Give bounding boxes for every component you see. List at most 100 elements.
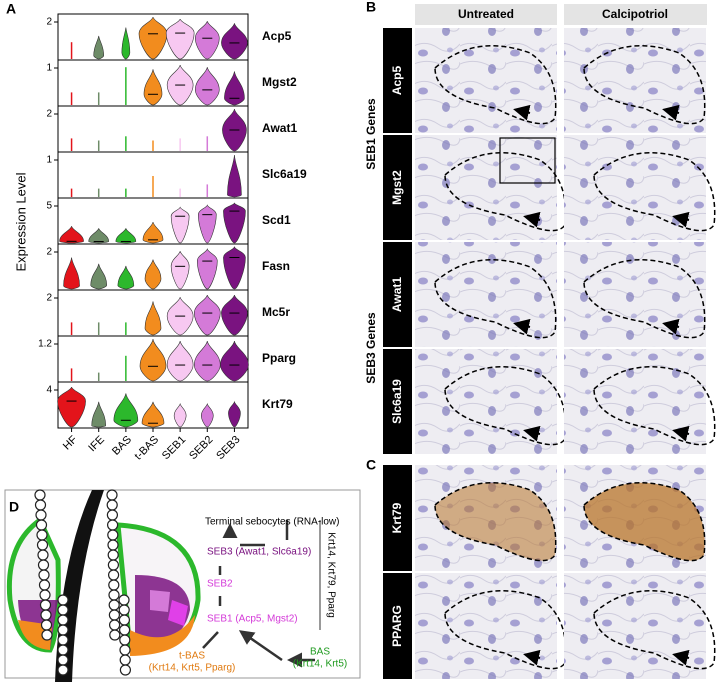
cell	[106, 509, 119, 521]
arrow	[513, 318, 531, 335]
x-tick-label: BAS	[110, 434, 134, 458]
row-label: Awat1	[390, 277, 404, 312]
micrograph	[415, 573, 557, 679]
gene-label: Slc6a19	[262, 167, 307, 181]
label-bar	[383, 573, 412, 679]
cell	[107, 569, 120, 581]
cell	[106, 519, 119, 531]
cell	[39, 599, 52, 611]
violin	[113, 393, 139, 428]
x-tick-label: IFE	[86, 434, 107, 455]
y-tick-label: 2	[46, 247, 52, 258]
cell	[57, 654, 69, 666]
outline	[593, 365, 716, 446]
violin	[139, 338, 167, 382]
arrow	[672, 425, 690, 442]
y-tick-label: 2	[46, 17, 52, 28]
x-tick-label: HF	[61, 433, 80, 452]
cell	[37, 559, 50, 571]
micrograph	[415, 349, 557, 454]
cell	[119, 654, 131, 666]
diagram-label: (Krt14, Krt5, Pparg)	[149, 663, 236, 674]
cell	[107, 559, 120, 571]
outline	[583, 258, 706, 339]
outline	[444, 151, 567, 232]
cell	[35, 509, 47, 521]
cell	[34, 489, 46, 501]
row-label: Mgst2	[390, 170, 404, 205]
violin	[220, 341, 249, 382]
stain	[584, 482, 705, 561]
cell	[57, 614, 69, 626]
violin	[57, 386, 86, 428]
gene-label: Awat1	[262, 121, 297, 135]
cell	[118, 594, 130, 606]
cell	[57, 624, 69, 636]
micrograph	[564, 242, 706, 347]
arrow	[662, 318, 680, 335]
gene-label: Acp5	[262, 29, 292, 43]
cell	[39, 589, 51, 601]
violin	[224, 71, 245, 106]
cell	[107, 549, 119, 561]
violin	[59, 226, 84, 244]
panel-label: B	[366, 0, 376, 15]
micrograph	[415, 242, 557, 347]
micrograph	[564, 349, 706, 454]
outline	[434, 258, 557, 339]
violin	[63, 257, 80, 290]
cell	[106, 499, 118, 511]
violin	[200, 402, 214, 428]
y-tick-label: 2	[46, 293, 52, 304]
axis-label: Expression Level	[13, 172, 28, 271]
micrograph	[564, 573, 706, 679]
cell	[119, 664, 132, 676]
violin	[143, 69, 163, 106]
group-label: SEB1 Genes	[364, 98, 378, 170]
cell	[106, 489, 118, 501]
x-tick-label: SEB2	[187, 434, 215, 462]
violin	[141, 401, 165, 428]
violin	[144, 259, 162, 290]
violin	[221, 23, 248, 60]
violin	[166, 341, 194, 382]
column-header-bg	[415, 4, 557, 25]
violin	[93, 35, 105, 60]
x-tick-label: t-BAS	[132, 434, 161, 463]
violin	[170, 251, 190, 290]
stain	[435, 482, 556, 561]
violin	[193, 294, 221, 336]
violin	[91, 401, 107, 428]
diagram-label: SEB2	[207, 579, 233, 590]
label-bar	[383, 465, 412, 571]
cell	[108, 589, 120, 601]
micrograph	[564, 28, 706, 133]
y-tick-label: 4	[46, 385, 52, 396]
arrow	[513, 104, 531, 121]
arrow	[672, 649, 690, 666]
diagram-label: Terminal sebocytes (RNA-low)	[205, 517, 339, 528]
arrow	[523, 425, 541, 442]
diagram-label: SEB1 (Acp5, Mgst2)	[207, 614, 298, 625]
cell	[108, 609, 121, 621]
diagram-label: Krt14, Krt79, Pparg	[325, 532, 336, 618]
outline	[593, 151, 716, 232]
cell	[41, 629, 53, 641]
cell	[108, 599, 120, 611]
column-header-bg	[564, 4, 707, 25]
cell	[107, 529, 119, 541]
cell	[119, 634, 131, 646]
column-header: Calcipotriol	[602, 7, 668, 21]
micrograph	[415, 28, 557, 133]
arrow	[523, 211, 541, 228]
panel-label: D	[9, 499, 19, 515]
violin	[170, 206, 190, 244]
cell	[57, 604, 69, 616]
inset	[499, 137, 556, 184]
violin	[221, 294, 248, 336]
arrow	[672, 211, 690, 228]
x-tick-label: SEB3	[214, 434, 242, 462]
violin	[88, 228, 110, 244]
outline	[583, 481, 706, 562]
outline	[444, 365, 567, 446]
